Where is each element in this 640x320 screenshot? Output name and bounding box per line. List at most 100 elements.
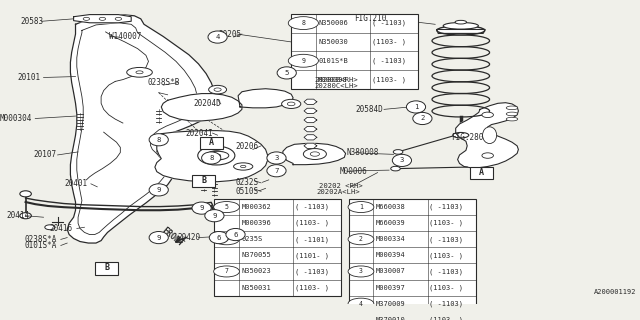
Polygon shape <box>456 103 518 168</box>
Text: 20583: 20583 <box>20 17 44 26</box>
Text: M660038: M660038 <box>376 204 405 210</box>
Polygon shape <box>304 108 317 114</box>
Text: A: A <box>209 138 214 147</box>
Ellipse shape <box>45 225 55 230</box>
Ellipse shape <box>506 106 518 110</box>
Text: 1: 1 <box>359 204 363 210</box>
Text: B: B <box>201 176 206 185</box>
Text: ( -1103): ( -1103) <box>429 236 463 243</box>
Text: ( -1103): ( -1103) <box>372 20 406 26</box>
Text: A200001192: A200001192 <box>595 289 637 295</box>
Polygon shape <box>161 93 242 121</box>
Text: M660039: M660039 <box>376 220 405 226</box>
Ellipse shape <box>205 210 224 222</box>
Ellipse shape <box>436 26 485 35</box>
Text: 20204D: 20204D <box>193 100 221 108</box>
Ellipse shape <box>115 17 122 20</box>
Text: 6: 6 <box>234 232 237 237</box>
Text: 20401: 20401 <box>64 179 87 188</box>
Polygon shape <box>304 151 317 156</box>
Text: 20416: 20416 <box>50 224 73 233</box>
Text: M370010: M370010 <box>376 317 405 320</box>
Ellipse shape <box>282 99 301 108</box>
Text: M030007: M030007 <box>376 268 405 275</box>
Text: (1103- ): (1103- ) <box>372 39 406 45</box>
Ellipse shape <box>348 202 374 212</box>
Ellipse shape <box>303 148 326 159</box>
Text: ( -1101): ( -1101) <box>295 236 329 243</box>
Ellipse shape <box>506 112 518 116</box>
Ellipse shape <box>413 112 432 124</box>
Ellipse shape <box>20 191 31 197</box>
Text: 0101S*B: 0101S*B <box>318 58 348 64</box>
Text: M00006: M00006 <box>339 167 367 176</box>
Polygon shape <box>74 15 131 23</box>
Ellipse shape <box>83 17 90 20</box>
Text: B: B <box>104 263 109 272</box>
Text: N380008: N380008 <box>347 148 380 157</box>
Text: 2: 2 <box>359 236 363 242</box>
Text: 4: 4 <box>216 34 220 40</box>
Text: 20584D: 20584D <box>355 105 383 114</box>
Text: 3: 3 <box>359 268 363 275</box>
Ellipse shape <box>20 213 31 219</box>
Ellipse shape <box>406 101 426 113</box>
Text: ( -1103): ( -1103) <box>429 300 463 307</box>
Text: M000397: M000397 <box>376 284 405 291</box>
Ellipse shape <box>209 231 228 244</box>
Ellipse shape <box>208 31 227 43</box>
Ellipse shape <box>277 67 296 79</box>
Text: M370009: M370009 <box>376 301 405 307</box>
Ellipse shape <box>202 152 221 164</box>
Ellipse shape <box>214 234 239 245</box>
Polygon shape <box>304 117 317 123</box>
Bar <box>470 167 493 179</box>
Ellipse shape <box>483 127 497 144</box>
Ellipse shape <box>209 85 227 94</box>
Text: 8: 8 <box>157 137 161 143</box>
Text: 20205: 20205 <box>219 29 242 38</box>
Text: 6: 6 <box>217 235 221 241</box>
Text: 9: 9 <box>157 187 161 193</box>
Polygon shape <box>238 89 293 108</box>
Text: ( -1103): ( -1103) <box>429 268 463 275</box>
Text: (1103- ): (1103- ) <box>429 284 463 291</box>
Ellipse shape <box>241 165 246 168</box>
Bar <box>200 137 223 149</box>
Text: M000304: M000304 <box>0 114 33 123</box>
Ellipse shape <box>506 117 518 121</box>
Ellipse shape <box>214 88 221 91</box>
Ellipse shape <box>287 102 295 106</box>
Text: 3: 3 <box>275 155 278 161</box>
Text: A: A <box>479 168 484 177</box>
Text: M000396: M000396 <box>241 220 271 226</box>
Text: (1103- ): (1103- ) <box>372 76 406 83</box>
Text: FIG.210: FIG.210 <box>354 14 387 23</box>
Text: 20280C<LH>: 20280C<LH> <box>315 83 358 89</box>
Text: (1101- ): (1101- ) <box>295 252 329 259</box>
Text: 3: 3 <box>400 157 404 164</box>
Ellipse shape <box>198 146 235 165</box>
Ellipse shape <box>149 231 168 244</box>
Polygon shape <box>304 135 317 140</box>
Ellipse shape <box>267 152 286 164</box>
Polygon shape <box>304 99 317 104</box>
Bar <box>291 14 418 89</box>
Text: 0235S: 0235S <box>241 236 262 242</box>
Text: N350023: N350023 <box>241 268 271 275</box>
Ellipse shape <box>310 152 319 156</box>
Ellipse shape <box>234 163 253 170</box>
Text: ( -1103): ( -1103) <box>372 58 406 64</box>
Bar <box>214 199 341 296</box>
Bar <box>95 262 118 275</box>
Text: (1103- ): (1103- ) <box>295 284 329 291</box>
Text: (1103- ): (1103- ) <box>295 220 329 227</box>
Text: 4: 4 <box>359 301 363 307</box>
Bar <box>192 175 215 188</box>
Ellipse shape <box>482 153 493 158</box>
Text: 6: 6 <box>225 236 228 242</box>
Ellipse shape <box>348 298 374 309</box>
Ellipse shape <box>443 22 479 29</box>
Text: N370055: N370055 <box>241 252 271 258</box>
Ellipse shape <box>390 166 401 171</box>
